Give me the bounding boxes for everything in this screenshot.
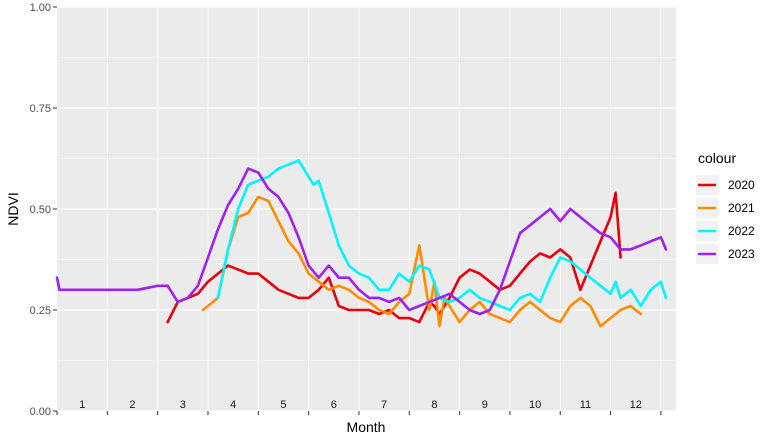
series-line-2023 (55, 167, 668, 316)
series-line-2020 (166, 191, 622, 324)
x-axis (56, 411, 662, 415)
month-labels: 1 2 3 4 5 6 7 8 9 10 11 12 (79, 399, 642, 411)
series-line-2022 (216, 159, 668, 312)
series-line-2021 (201, 195, 643, 328)
month-label: 4 (230, 399, 236, 411)
month-label: 11 (580, 399, 591, 411)
legend-label-2022: 2022 (728, 224, 755, 238)
legend-label-2020: 2020 (728, 178, 755, 192)
month-label: 2 (129, 399, 135, 411)
legend-label-2021: 2021 (728, 201, 755, 215)
y-tick-label: 1.00 (30, 2, 51, 14)
y-tick-label: 0.00 (30, 406, 51, 418)
month-label: 6 (331, 399, 337, 411)
series-lines (55, 159, 668, 328)
month-label: 1 (79, 399, 85, 411)
month-label: 9 (482, 399, 488, 411)
legend: colour 2020 2021 2022 2023 (696, 150, 755, 264)
y-axis: 0.00 0.25 0.50 0.75 1.00 (30, 2, 57, 418)
x-axis-title: Month (347, 419, 386, 435)
month-label: 3 (180, 399, 186, 411)
y-axis-title: NDVI (5, 192, 21, 225)
month-label: 12 (630, 399, 642, 411)
y-tick-label: 0.25 (30, 305, 51, 317)
y-tick-label: 0.75 (30, 103, 51, 115)
legend-title: colour (698, 150, 736, 166)
month-label: 8 (431, 399, 437, 411)
month-label: 5 (280, 399, 286, 411)
legend-label-2023: 2023 (728, 247, 755, 261)
month-label: 7 (381, 399, 387, 411)
month-label: 10 (529, 399, 541, 411)
y-tick-label: 0.50 (30, 204, 51, 216)
